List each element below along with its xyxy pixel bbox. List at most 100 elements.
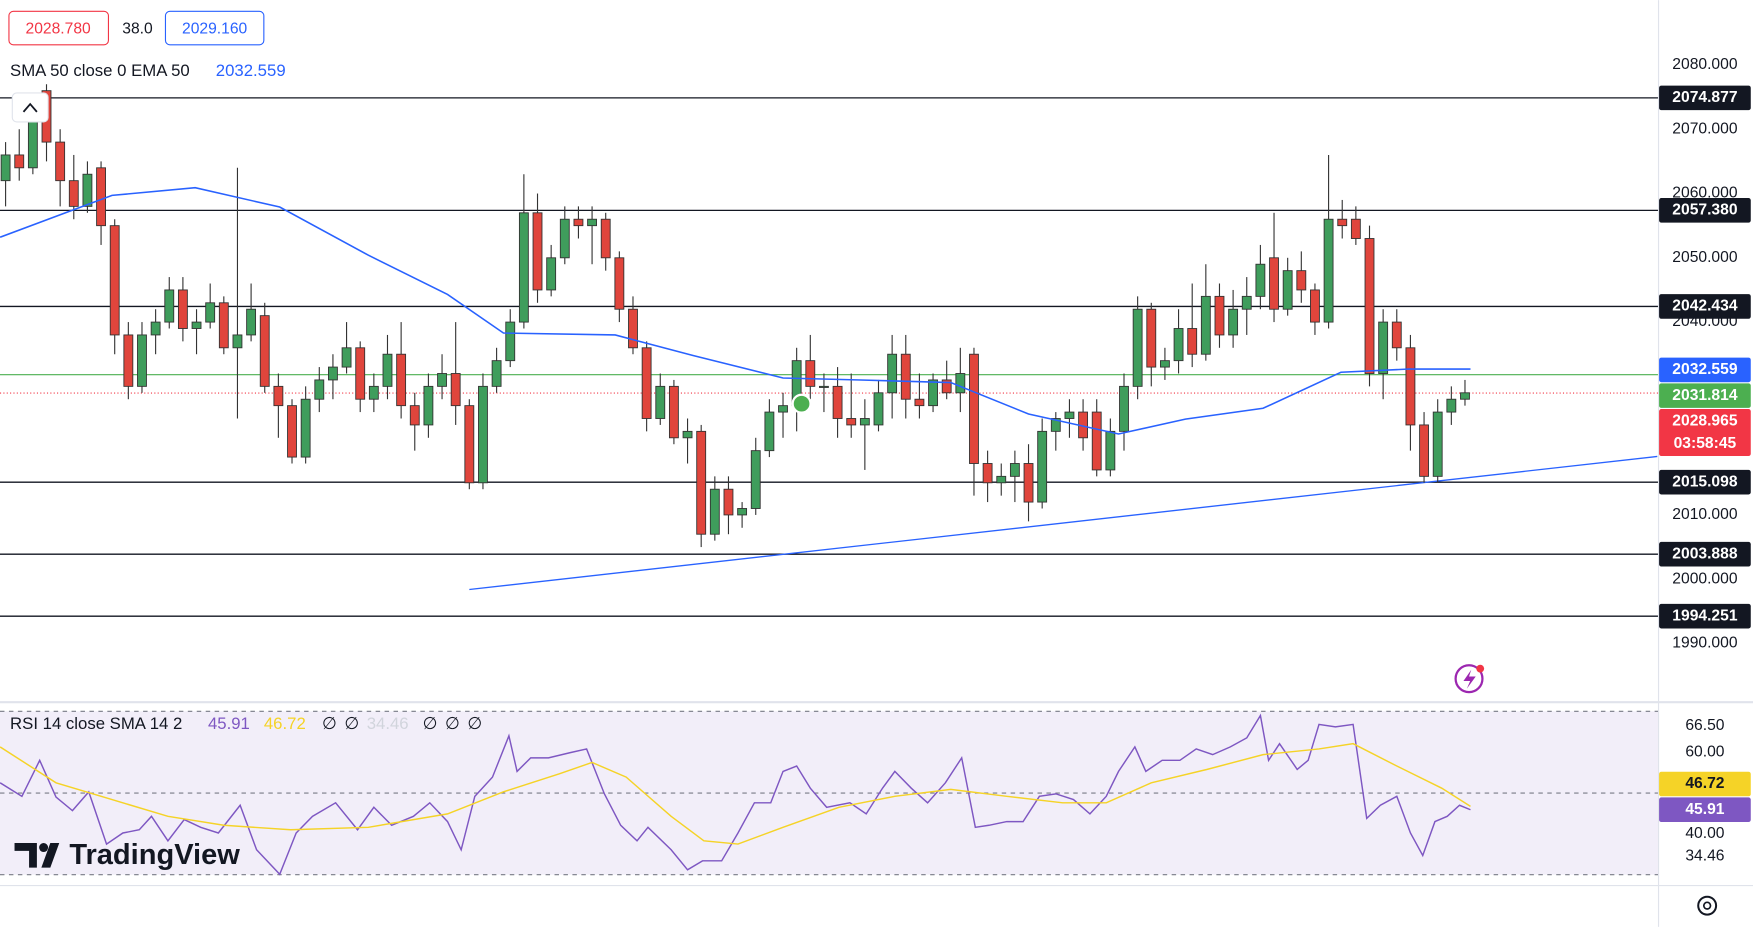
- ask-price: 2029.160: [182, 20, 248, 37]
- candle-body: [82, 173, 93, 207]
- y-tick-label: 2070.000: [1672, 120, 1738, 137]
- candle-body: [1323, 218, 1334, 323]
- candle-body: [859, 418, 870, 426]
- candle-body: [300, 398, 311, 458]
- candle-body: [914, 398, 925, 407]
- rsi-legend-empty: ∅: [322, 714, 337, 733]
- settings-center: [1702, 901, 1712, 910]
- candle-body: [955, 373, 966, 394]
- candle-body: [1105, 430, 1116, 471]
- candle-body: [1037, 430, 1048, 503]
- candle-body: [1255, 263, 1266, 297]
- candle-body: [1132, 308, 1143, 387]
- candle-body: [1350, 218, 1361, 239]
- candle-body: [232, 334, 243, 349]
- candle-body: [941, 379, 952, 394]
- candle-body: [1214, 295, 1225, 336]
- candle-body: [1009, 463, 1020, 477]
- candle-body: [832, 385, 843, 419]
- ema-label: [1659, 357, 1751, 383]
- candle-body: [600, 218, 611, 259]
- y-tick-label: 2060.000: [1672, 185, 1738, 202]
- flash-icon[interactable]: [1454, 664, 1484, 694]
- event-marker[interactable]: [791, 393, 812, 414]
- candle-body: [205, 302, 216, 323]
- candle-body: [737, 508, 748, 516]
- y-tick-label: 1990.000: [1672, 635, 1738, 652]
- candle-body: [1460, 392, 1470, 400]
- candle-body: [573, 218, 584, 227]
- candle-body: [14, 154, 25, 169]
- indicator-value: 2032.559: [216, 61, 286, 80]
- tradingview-logo: TradingView: [14, 839, 240, 871]
- candle-body: [109, 225, 120, 336]
- rsi-legend-value: 45.91: [208, 714, 250, 733]
- candle-body: [928, 379, 938, 407]
- indicator-legend: SMA 50 close 0 EMA 50: [10, 61, 190, 80]
- candle-body: [723, 488, 734, 516]
- level-label: [1659, 469, 1751, 495]
- candle-body: [137, 334, 147, 387]
- level-label: [1659, 603, 1751, 629]
- candle-body: [314, 379, 325, 400]
- candle-body: [0, 154, 11, 182]
- candle-body: [150, 321, 161, 336]
- candle-body: [805, 360, 816, 387]
- rsi-label-text: 45.91: [1685, 801, 1724, 818]
- green-label: [1659, 383, 1751, 408]
- y-tick-label: 40.00: [1685, 825, 1724, 842]
- candle-body: [423, 385, 434, 426]
- candle-body: [982, 463, 993, 484]
- rsi-sma-label-text: 46.72: [1685, 775, 1724, 792]
- candle-body: [1146, 308, 1157, 368]
- candle-body: [1282, 270, 1293, 310]
- settings-icon[interactable]: [1697, 895, 1718, 916]
- candle-body: [532, 212, 543, 291]
- candle-body: [873, 392, 884, 426]
- candle-body: [409, 405, 420, 426]
- candle-body: [628, 308, 638, 349]
- candle-body: [518, 212, 529, 323]
- rsi-line: [0, 713, 1471, 876]
- candle-body: [259, 315, 270, 387]
- candle-body: [505, 321, 516, 362]
- rsi-sma-line: [0, 742, 1471, 845]
- collapse-button[interactable]: [11, 92, 49, 123]
- y-tick-label: 2080.000: [1672, 56, 1738, 73]
- candle-body: [1050, 418, 1061, 432]
- logo-dot: [39, 843, 49, 852]
- candle-body: [1446, 398, 1457, 413]
- candle-body: [1391, 321, 1402, 349]
- candle-body: [382, 353, 393, 387]
- candle-body: [709, 488, 720, 535]
- y-tick-label: 2000.000: [1672, 570, 1738, 587]
- logo-mark: [14, 843, 60, 868]
- candle-body: [668, 385, 679, 439]
- level-label: [1659, 198, 1751, 223]
- bid-box[interactable]: [8, 10, 110, 46]
- candle-body: [900, 353, 911, 400]
- candle-body: [641, 347, 652, 419]
- candle-body: [1187, 328, 1198, 355]
- candle-body: [996, 475, 1007, 484]
- candle-body: [696, 430, 707, 535]
- ask-box[interactable]: [164, 10, 265, 46]
- rsi-sma-legend-value: 46.72: [264, 714, 306, 733]
- candle-body: [1228, 308, 1239, 336]
- candle-body: [437, 373, 447, 387]
- candle-body: [96, 167, 106, 227]
- candle-body: [328, 366, 338, 381]
- candle-body: [1405, 347, 1416, 426]
- candle-body: [341, 347, 352, 368]
- flash-bolt: [1463, 669, 1476, 689]
- candle-body: [1023, 463, 1034, 503]
- ema-line: [0, 186, 1471, 435]
- y-tick-label: 2010.000: [1672, 506, 1738, 523]
- candle-body: [273, 385, 284, 407]
- chevron-icon: [22, 102, 38, 113]
- candle-body: [396, 353, 407, 407]
- candle-body: [846, 418, 857, 426]
- candle-body: [1378, 321, 1389, 374]
- candle-body: [368, 385, 379, 400]
